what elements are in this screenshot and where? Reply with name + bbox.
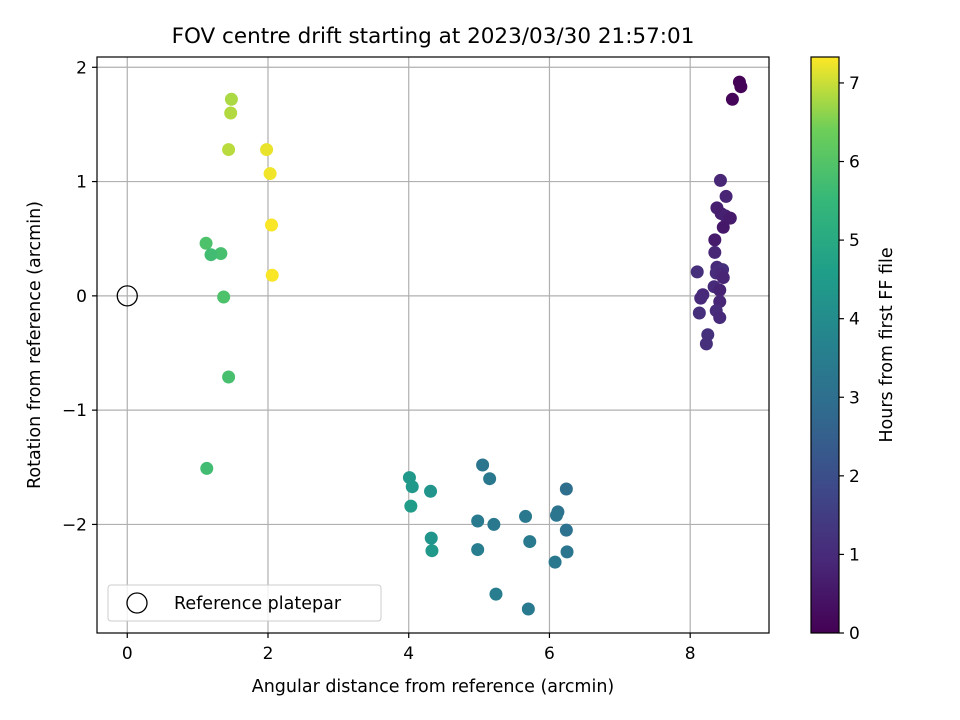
colorbar-tick-label: 5: [849, 231, 860, 251]
data-point: [690, 265, 704, 279]
chart-title: FOV centre drift starting at 2023/03/30 …: [172, 24, 695, 49]
data-point: [694, 291, 708, 305]
legend: Reference platepar: [107, 584, 382, 622]
data-point: [521, 602, 535, 616]
data-point: [424, 484, 438, 498]
legend-box: [107, 584, 382, 622]
data-point: [716, 220, 730, 234]
colorbar-tick-label: 3: [849, 388, 860, 408]
data-point: [265, 268, 279, 282]
data-point: [489, 587, 503, 601]
data-point: [405, 480, 419, 494]
data-point: [224, 106, 238, 120]
data-point: [708, 233, 722, 247]
data-point: [487, 517, 501, 531]
colorbar-tick-label: 2: [849, 467, 860, 487]
data-point: [523, 535, 537, 549]
x-tick-label: 8: [685, 644, 696, 664]
x-tick-label: 4: [403, 644, 414, 664]
data-point: [263, 167, 277, 181]
data-point: [716, 271, 730, 285]
data-point: [734, 80, 748, 94]
colorbar-tick-label: 4: [849, 310, 860, 330]
data-point: [723, 211, 737, 225]
data-point: [708, 245, 722, 259]
data-point: [204, 248, 218, 262]
colorbar-gradient: [811, 57, 839, 633]
data-point: [713, 173, 727, 187]
x-axis-ticks: 0 2 4 6 8: [122, 633, 696, 664]
data-point: [713, 311, 727, 325]
data-point: [713, 283, 727, 297]
colorbar-tick-label: 6: [849, 153, 860, 173]
data-point: [483, 472, 497, 486]
data-point: [265, 218, 279, 232]
data-point: [699, 337, 713, 351]
data-point: [424, 531, 438, 545]
reference-point-marker: [116, 285, 138, 307]
reference-layer: [116, 285, 138, 307]
data-point: [548, 555, 562, 569]
y-tick-label: 0: [76, 287, 87, 307]
plot-area-frame: [96, 56, 770, 634]
y-tick-label: −1: [62, 401, 87, 421]
data-point: [222, 370, 236, 384]
data-point: [404, 499, 418, 513]
data-point: [559, 482, 573, 496]
colorbar-ticks: 0 1 2 3 4 5 6 7: [839, 74, 860, 644]
data-point: [476, 458, 490, 472]
data-point: [549, 508, 563, 522]
data-point: [222, 143, 236, 157]
x-tick-label: 0: [122, 644, 133, 664]
data-point: [471, 543, 485, 557]
colorbar-frame: [810, 56, 840, 634]
data-point: [719, 189, 733, 203]
y-tick-label: 2: [76, 58, 87, 78]
data-point: [560, 545, 574, 559]
data-point: [200, 461, 214, 475]
data-point: [725, 92, 739, 106]
data-point: [519, 509, 533, 523]
x-axis-label: Angular distance from reference (arcmin): [252, 677, 615, 697]
colorbar-label: Hours from first FF file: [877, 247, 897, 442]
data-point: [199, 236, 213, 250]
legend-marker-reference: [126, 592, 148, 614]
data-point: [224, 92, 238, 106]
colorbar-tick-label: 7: [849, 74, 860, 94]
y-tick-label: −2: [62, 515, 87, 535]
colorbar-tick-label: 0: [849, 624, 860, 644]
data-point: [260, 143, 274, 157]
data-point: [692, 306, 706, 320]
data-point: [471, 514, 485, 528]
data-points: [199, 75, 748, 616]
legend-label-reference: Reference platepar: [174, 594, 342, 614]
colorbar-tick-label: 1: [849, 545, 860, 565]
data-point: [425, 544, 439, 558]
data-point: [217, 290, 231, 304]
x-tick-label: 2: [263, 644, 274, 664]
y-tick-label: 1: [76, 173, 87, 193]
data-point: [214, 247, 228, 261]
y-axis-label: Rotation from reference (arcmin): [25, 201, 45, 489]
x-tick-label: 6: [544, 644, 555, 664]
data-point: [559, 523, 573, 537]
y-axis-ticks: −2 −1 0 1 2: [62, 58, 97, 535]
